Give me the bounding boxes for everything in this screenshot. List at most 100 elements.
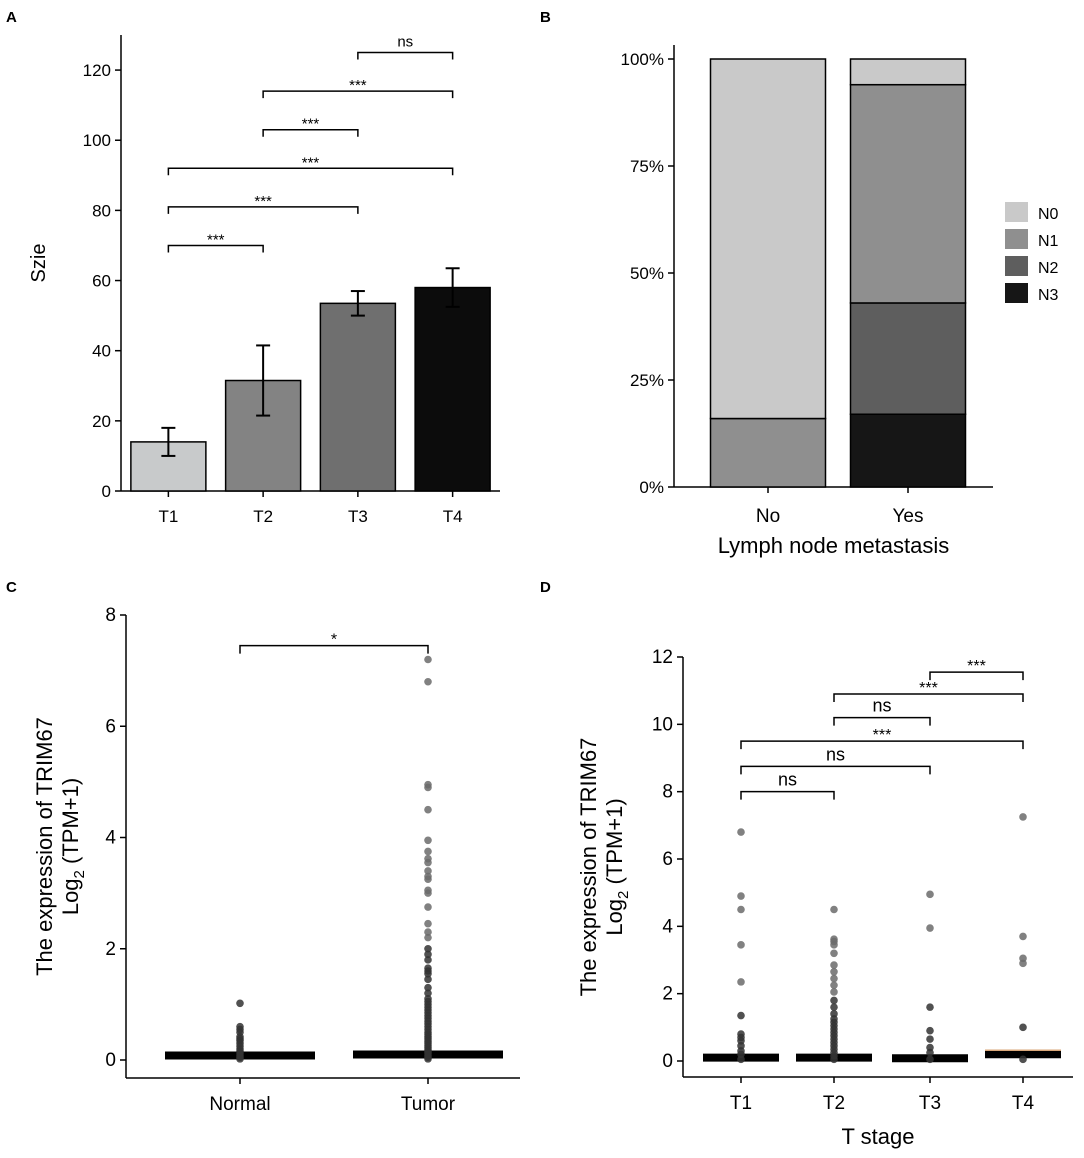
- b-y-tick-label: 50%: [630, 264, 664, 283]
- d-point-t3: [926, 1043, 934, 1052]
- c-y-tick-label: 6: [105, 716, 116, 737]
- d-significance-label: ns: [826, 744, 845, 764]
- d-point-t2: [830, 949, 838, 958]
- a-significance-label: ***: [302, 116, 320, 133]
- d-point-t4: [1019, 954, 1027, 963]
- a-significance-label: ***: [207, 231, 225, 248]
- b-x-tick-label-no: No: [756, 506, 780, 527]
- d-y-axis-title: The expression of TRIM67: [576, 738, 601, 997]
- c-point-tumor: [424, 836, 432, 845]
- a-x-tick-label-t2: T2: [253, 507, 273, 526]
- d-point-t3: [926, 1035, 934, 1043]
- d-point-t3: [926, 1026, 934, 1035]
- c-point-tumor: [424, 989, 432, 998]
- d-point-t4: [1019, 1023, 1027, 1032]
- b-y-tick-label: 25%: [630, 371, 664, 390]
- c-point-tumor: [424, 950, 432, 959]
- c-point-tumor: [424, 867, 432, 875]
- d-significance-label: ns: [778, 770, 797, 790]
- d-y-tick-label: 10: [652, 714, 673, 735]
- a-significance-label: ***: [254, 193, 272, 210]
- d-comparison-bracket: [929, 671, 1024, 681]
- d-point-t2: [830, 1010, 838, 1018]
- c-point-tumor: [424, 975, 432, 984]
- c-point-tumor: [424, 944, 432, 953]
- d-y-tick-label: 4: [662, 916, 673, 937]
- c-point-tumor: [424, 655, 432, 664]
- panel-c-scatter-chart: 0 2 4 6 8 Normal Tumor * The expression of TRIM6…: [32, 605, 520, 1115]
- d-comparison-bracket: [833, 693, 1024, 703]
- b-y-tick-label: 100%: [621, 50, 664, 69]
- d-point-t1: [737, 905, 745, 914]
- b-legend-label-n1: N1: [1038, 233, 1059, 250]
- b-segment-yes-n3: [849, 413, 967, 488]
- d-point-t2: [830, 935, 838, 943]
- c-point-tumor: [424, 854, 432, 863]
- a-comparison-bracket: [357, 51, 454, 60]
- b-legend-label-n3: N3: [1038, 287, 1059, 304]
- d-comparison-bracket: [740, 765, 931, 775]
- c-x-tick-label-tumor: Tumor: [401, 1094, 456, 1115]
- d-point-t2: [830, 967, 838, 976]
- b-legend-swatch-n2: [1005, 256, 1028, 276]
- panel-d-letter: D: [540, 579, 551, 596]
- d-point-t4: [1019, 813, 1027, 821]
- a-significance-label: ***: [302, 154, 320, 171]
- a-y-tick-label: 80: [92, 201, 111, 220]
- c-point-tumor: [424, 886, 432, 895]
- d-point-t2: [830, 905, 838, 914]
- d-point-t2: [830, 961, 838, 969]
- b-x-axis-title: Lymph node metastasis: [718, 533, 950, 558]
- d-comparison-bracket: [740, 790, 835, 800]
- a-comparison-bracket: [262, 90, 454, 99]
- a-comparison-bracket: [167, 206, 359, 214]
- b-y-tick-label: 0%: [639, 478, 664, 497]
- a-bar-t4: [414, 286, 491, 492]
- b-y-tick-label: 75%: [630, 157, 664, 176]
- b-segment-yes-n1: [849, 83, 967, 304]
- c-y-tick-label: 2: [105, 939, 116, 960]
- c-x-tick-label-normal: Normal: [209, 1094, 270, 1115]
- d-significance-label: ***: [873, 727, 892, 744]
- c-point-tumor: [424, 847, 432, 856]
- b-segment-no-n1: [709, 417, 827, 488]
- c-point-tumor: [424, 995, 432, 1003]
- panel-a-bar-chart: 0 20 40 60 80 100 120 T1 T2 T3 T4 Szie *** *** *** *** *…: [28, 34, 500, 526]
- a-significance-label: ***: [349, 77, 367, 94]
- b-segment-no-n0: [709, 58, 827, 420]
- b-legend-label-n0: N0: [1038, 206, 1059, 223]
- d-point-t3: [926, 1003, 934, 1011]
- d-point-t1: [737, 828, 745, 836]
- c-point-tumor: [424, 919, 432, 928]
- b-segment-yes-n2: [849, 302, 967, 415]
- c-y-tick-label: 0: [105, 1050, 116, 1071]
- b-segment-yes-n0: [849, 58, 967, 86]
- d-comparison-bracket: [740, 740, 1024, 750]
- d-y-tick-label: 12: [652, 647, 673, 668]
- a-bar-t3: [319, 302, 397, 492]
- a-y-tick-label: 20: [92, 412, 111, 431]
- c-significance-label: *: [331, 632, 337, 649]
- d-point-t1: [737, 1011, 745, 1020]
- a-x-tick-label-t3: T3: [348, 507, 368, 526]
- d-significance-label: ***: [919, 680, 938, 697]
- a-y-axis-title: Szie: [28, 244, 50, 283]
- d-significance-label: ***: [967, 658, 986, 675]
- a-y-tick-label: 0: [102, 482, 111, 501]
- c-point-tumor: [424, 805, 432, 814]
- panel-b-letter: B: [540, 9, 551, 26]
- c-y-tick-label: 8: [105, 605, 116, 626]
- d-point-t2: [830, 981, 838, 990]
- c-point-tumor: [424, 956, 432, 964]
- b-legend-label-n2: N2: [1038, 260, 1059, 277]
- c-y-tick-label: 4: [105, 828, 116, 849]
- d-point-t1: [737, 1030, 745, 1038]
- b-legend-swatch-n3: [1005, 283, 1028, 303]
- c-comparison-bracket: [239, 644, 429, 654]
- c-y-axis-title: The expression of TRIM67: [32, 717, 57, 976]
- b-legend-swatch-n0: [1005, 202, 1028, 222]
- a-comparison-bracket: [167, 244, 264, 253]
- panel-b-stacked-bar-chart: 0% 25% 50% 75% 100% No Yes Lymph node metastasi…: [621, 45, 1059, 558]
- d-point-t1: [737, 941, 745, 949]
- d-x-tick-label-t1: T1: [730, 1093, 752, 1114]
